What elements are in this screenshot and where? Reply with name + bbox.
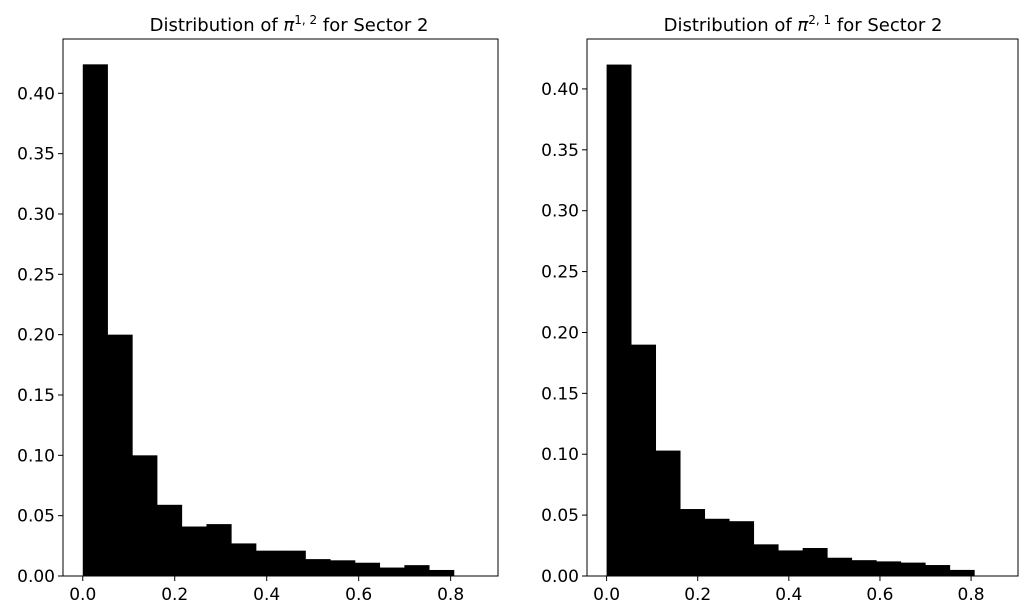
- y-tick-label: 0.40: [541, 80, 579, 100]
- y-tick-label: 0.05: [541, 506, 579, 526]
- x-tick-label: 0.2: [161, 585, 188, 605]
- title-prefix: Distribution of: [150, 15, 284, 36]
- x-tick-label: 0.6: [866, 585, 893, 605]
- histogram-bar: [379, 567, 405, 576]
- histogram-bar: [655, 450, 681, 576]
- histogram-bar: [82, 64, 108, 576]
- y-tick-label: 0.00: [541, 567, 579, 587]
- histogram-bar: [206, 524, 232, 576]
- histogram-bar: [156, 504, 183, 576]
- chart-title: Distribution of π1, 2 for Sector 2: [150, 13, 429, 36]
- histogram-bar: [925, 565, 951, 576]
- y-tick-label: 0.10: [541, 445, 579, 465]
- title-suffix: for Sector 2: [317, 15, 428, 36]
- x-tick-label: 0.0: [69, 585, 96, 605]
- histogram-bar: [729, 521, 755, 576]
- histogram-bar: [900, 562, 926, 576]
- axes-frame: [586, 38, 1019, 577]
- histogram-bar: [330, 560, 356, 576]
- histogram-bar: [876, 561, 902, 576]
- histogram-bar: [404, 565, 430, 576]
- y-tick-label: 0.10: [17, 446, 55, 466]
- y-tick-label: 0.35: [541, 141, 579, 161]
- histogram-bar: [354, 562, 381, 576]
- y-tick-label: 0.15: [17, 386, 55, 406]
- y-tick-label: 0.20: [17, 326, 55, 346]
- histogram-bar: [231, 543, 257, 576]
- y-tick-label: 0.15: [541, 384, 579, 404]
- axes-frame: [62, 38, 499, 577]
- histogram-bar: [280, 550, 306, 576]
- histogram-bar: [132, 455, 158, 576]
- y-tick-label: 0.05: [17, 507, 55, 527]
- y-tick-label: 0.35: [17, 145, 55, 165]
- histogram-bar: [606, 64, 632, 576]
- x-tick-label: 0.8: [958, 585, 985, 605]
- histogram-bar: [851, 560, 877, 576]
- y-tick-label: 0.25: [17, 265, 55, 285]
- histogram-bar: [949, 569, 975, 576]
- histogram-panel-pi-21: Distribution of π2, 1 for Sector 2 0.0 0.…: [541, 13, 1019, 605]
- x-tick-label: 0.6: [345, 585, 372, 605]
- title-superscript: 1, 2: [294, 13, 317, 27]
- x-tick-label: 0.2: [684, 585, 711, 605]
- histogram-bar: [107, 334, 133, 576]
- y-tick-label: 0.30: [541, 202, 579, 222]
- title-superscript: 2, 1: [808, 13, 831, 27]
- histogram-bar: [429, 569, 455, 576]
- histogram-bar: [704, 518, 730, 576]
- y-tick-label: 0.25: [541, 263, 579, 283]
- y-tick-label: 0.20: [541, 323, 579, 343]
- title-symbol: π: [283, 15, 295, 36]
- histogram-bar: [255, 550, 282, 576]
- x-tick-label: 0.8: [437, 585, 464, 605]
- histogram-bar: [680, 509, 706, 576]
- histogram-bar: [181, 526, 207, 576]
- histogram-bar: [631, 344, 657, 576]
- histogram-bar: [753, 544, 779, 576]
- y-tick-label: 0.30: [17, 205, 55, 225]
- x-tick-label: 0.4: [253, 585, 280, 605]
- x-tick-label: 0.0: [593, 585, 620, 605]
- x-tick-label: 0.4: [775, 585, 802, 605]
- histogram-panel-pi-12: Distribution of π1, 2 for Sector 2 0.0 0.…: [17, 13, 499, 605]
- chart-title: Distribution of π2, 1 for Sector 2: [664, 13, 943, 36]
- histogram-bar: [802, 547, 828, 576]
- histogram-bar: [827, 557, 853, 576]
- title-prefix: Distribution of: [664, 15, 798, 36]
- title-suffix: for Sector 2: [831, 15, 942, 36]
- histogram-bar: [305, 559, 331, 576]
- y-tick-label: 0.40: [17, 84, 55, 104]
- histogram-bar: [778, 550, 804, 576]
- y-tick-label: 0.00: [17, 567, 55, 587]
- title-symbol: π: [797, 15, 809, 36]
